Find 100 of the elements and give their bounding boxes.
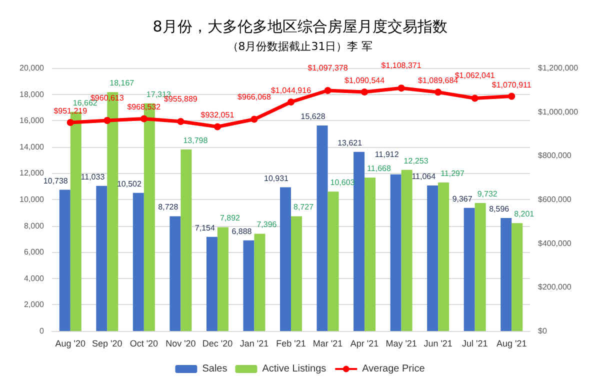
bar: [401, 170, 412, 331]
bar: [427, 186, 438, 331]
data-label: 18,167: [110, 78, 135, 88]
point: [250, 116, 258, 123]
y2-tick-label: $800,000: [538, 151, 572, 160]
bar: [512, 223, 523, 331]
data-label: 6,888: [232, 226, 252, 236]
data-label: 8,201: [514, 210, 535, 219]
point: [398, 84, 405, 92]
point: [471, 94, 478, 102]
data-label: 8,727: [294, 202, 314, 212]
bar: [132, 192, 144, 331]
data-label: 7,154: [194, 223, 216, 232]
data-label: $966,068: [238, 92, 272, 102]
bar: [254, 234, 266, 331]
y2-tick-label: $600,000: [538, 195, 572, 204]
y2-tick-label: $200,000: [538, 282, 572, 292]
data-label: 9,367: [452, 194, 473, 204]
y-tick-label: 14,000: [20, 142, 45, 152]
bar: [316, 125, 328, 331]
data-label: 10,931: [264, 174, 290, 183]
data-label: 8,728: [158, 202, 179, 212]
bar: [206, 236, 218, 331]
data-label: $932,051: [200, 110, 235, 120]
data-label: 12,253: [404, 156, 429, 166]
data-label: 7,396: [256, 220, 278, 230]
point: [288, 98, 294, 106]
bar: [59, 190, 70, 331]
x-tick-label: Dec '20: [202, 338, 233, 348]
y-tick-label: 4,000: [24, 274, 45, 283]
bar: [280, 187, 291, 331]
bar: [180, 150, 192, 331]
y-tick-label: 0: [40, 326, 45, 336]
data-label: $1,090,544: [344, 76, 386, 85]
legend-label: Sales: [202, 364, 228, 374]
x-tick-label: Jun '21: [424, 338, 452, 348]
data-label: $1,070,911: [492, 80, 532, 90]
point: [508, 92, 516, 100]
data-label: 13,798: [183, 136, 208, 146]
point: [324, 86, 332, 94]
point: [104, 116, 111, 124]
data-label: 7,892: [220, 214, 241, 223]
x-tick-label: Nov '20: [166, 338, 196, 348]
data-label: 11,297: [440, 168, 466, 178]
data-label: 13,621: [338, 138, 363, 148]
x-tick-label: Oct '20: [130, 338, 158, 348]
point: [434, 88, 442, 96]
data-label: 10,738: [43, 176, 68, 186]
bar: [438, 182, 450, 331]
data-label: 8,596: [489, 204, 510, 214]
bar: [464, 208, 475, 331]
data-label: $1,044,916: [270, 86, 312, 95]
data-label: 15,628: [300, 112, 326, 121]
y-tick-label: 10,000: [20, 195, 45, 204]
y-tick-label: 12,000: [20, 168, 45, 178]
bar: [217, 227, 228, 331]
x-tick-label: May '21: [386, 338, 417, 348]
x-tick-label: Jan '21: [240, 338, 269, 348]
y2-tick-label: $0: [538, 326, 548, 336]
x-tick-label: Aug '20: [55, 338, 86, 348]
bar: [364, 178, 376, 331]
bar: [291, 216, 302, 331]
point: [66, 119, 74, 126]
y2-tick-label: $400,000: [538, 238, 572, 248]
y-tick-label: 8,000: [24, 221, 45, 230]
x-tick-label: Feb '21: [276, 338, 306, 348]
legend-label: Active Listings: [262, 364, 326, 374]
point: [140, 115, 148, 122]
data-label: 11,064: [412, 172, 436, 182]
x-tick-label: Sep '20: [92, 338, 122, 348]
bar: [500, 218, 512, 331]
y-tick-label: 6,000: [24, 248, 45, 257]
point: [177, 118, 184, 125]
y2-tick-label: $1,000,000: [538, 107, 579, 116]
bar: [328, 192, 339, 331]
y-tick-label: 20,000: [20, 64, 45, 72]
x-tick-label: Aug '21: [496, 338, 527, 348]
point: [361, 88, 368, 96]
data-label: $1,097,378: [308, 63, 348, 72]
bar: [390, 174, 402, 331]
y-tick-label: 2,000: [24, 300, 45, 310]
bar: [243, 240, 254, 331]
data-label: $951,219: [54, 106, 88, 116]
chart-title: 8月份，大多伦多地区综合房屋月度交易指数: [152, 18, 448, 36]
y-tick-label: 18,000: [20, 90, 45, 99]
legend-label: Average Price: [362, 364, 426, 374]
bar: [474, 203, 486, 331]
point: [214, 123, 221, 130]
bar: [170, 216, 181, 331]
y2-tick-label: $1,200,000: [538, 64, 579, 72]
y-tick-label: 16,000: [20, 116, 45, 126]
x-tick-label: Apr '21: [350, 338, 379, 348]
bar: [96, 186, 108, 331]
data-label: 9,732: [477, 190, 498, 199]
data-label: $1,108,371: [381, 61, 422, 70]
bar: [354, 152, 365, 331]
data-label: 11,668: [367, 164, 392, 174]
data-label: 11,912: [374, 150, 400, 159]
x-tick-label: Mar '21: [312, 338, 343, 348]
x-tick-label: Jul '21: [462, 338, 488, 348]
